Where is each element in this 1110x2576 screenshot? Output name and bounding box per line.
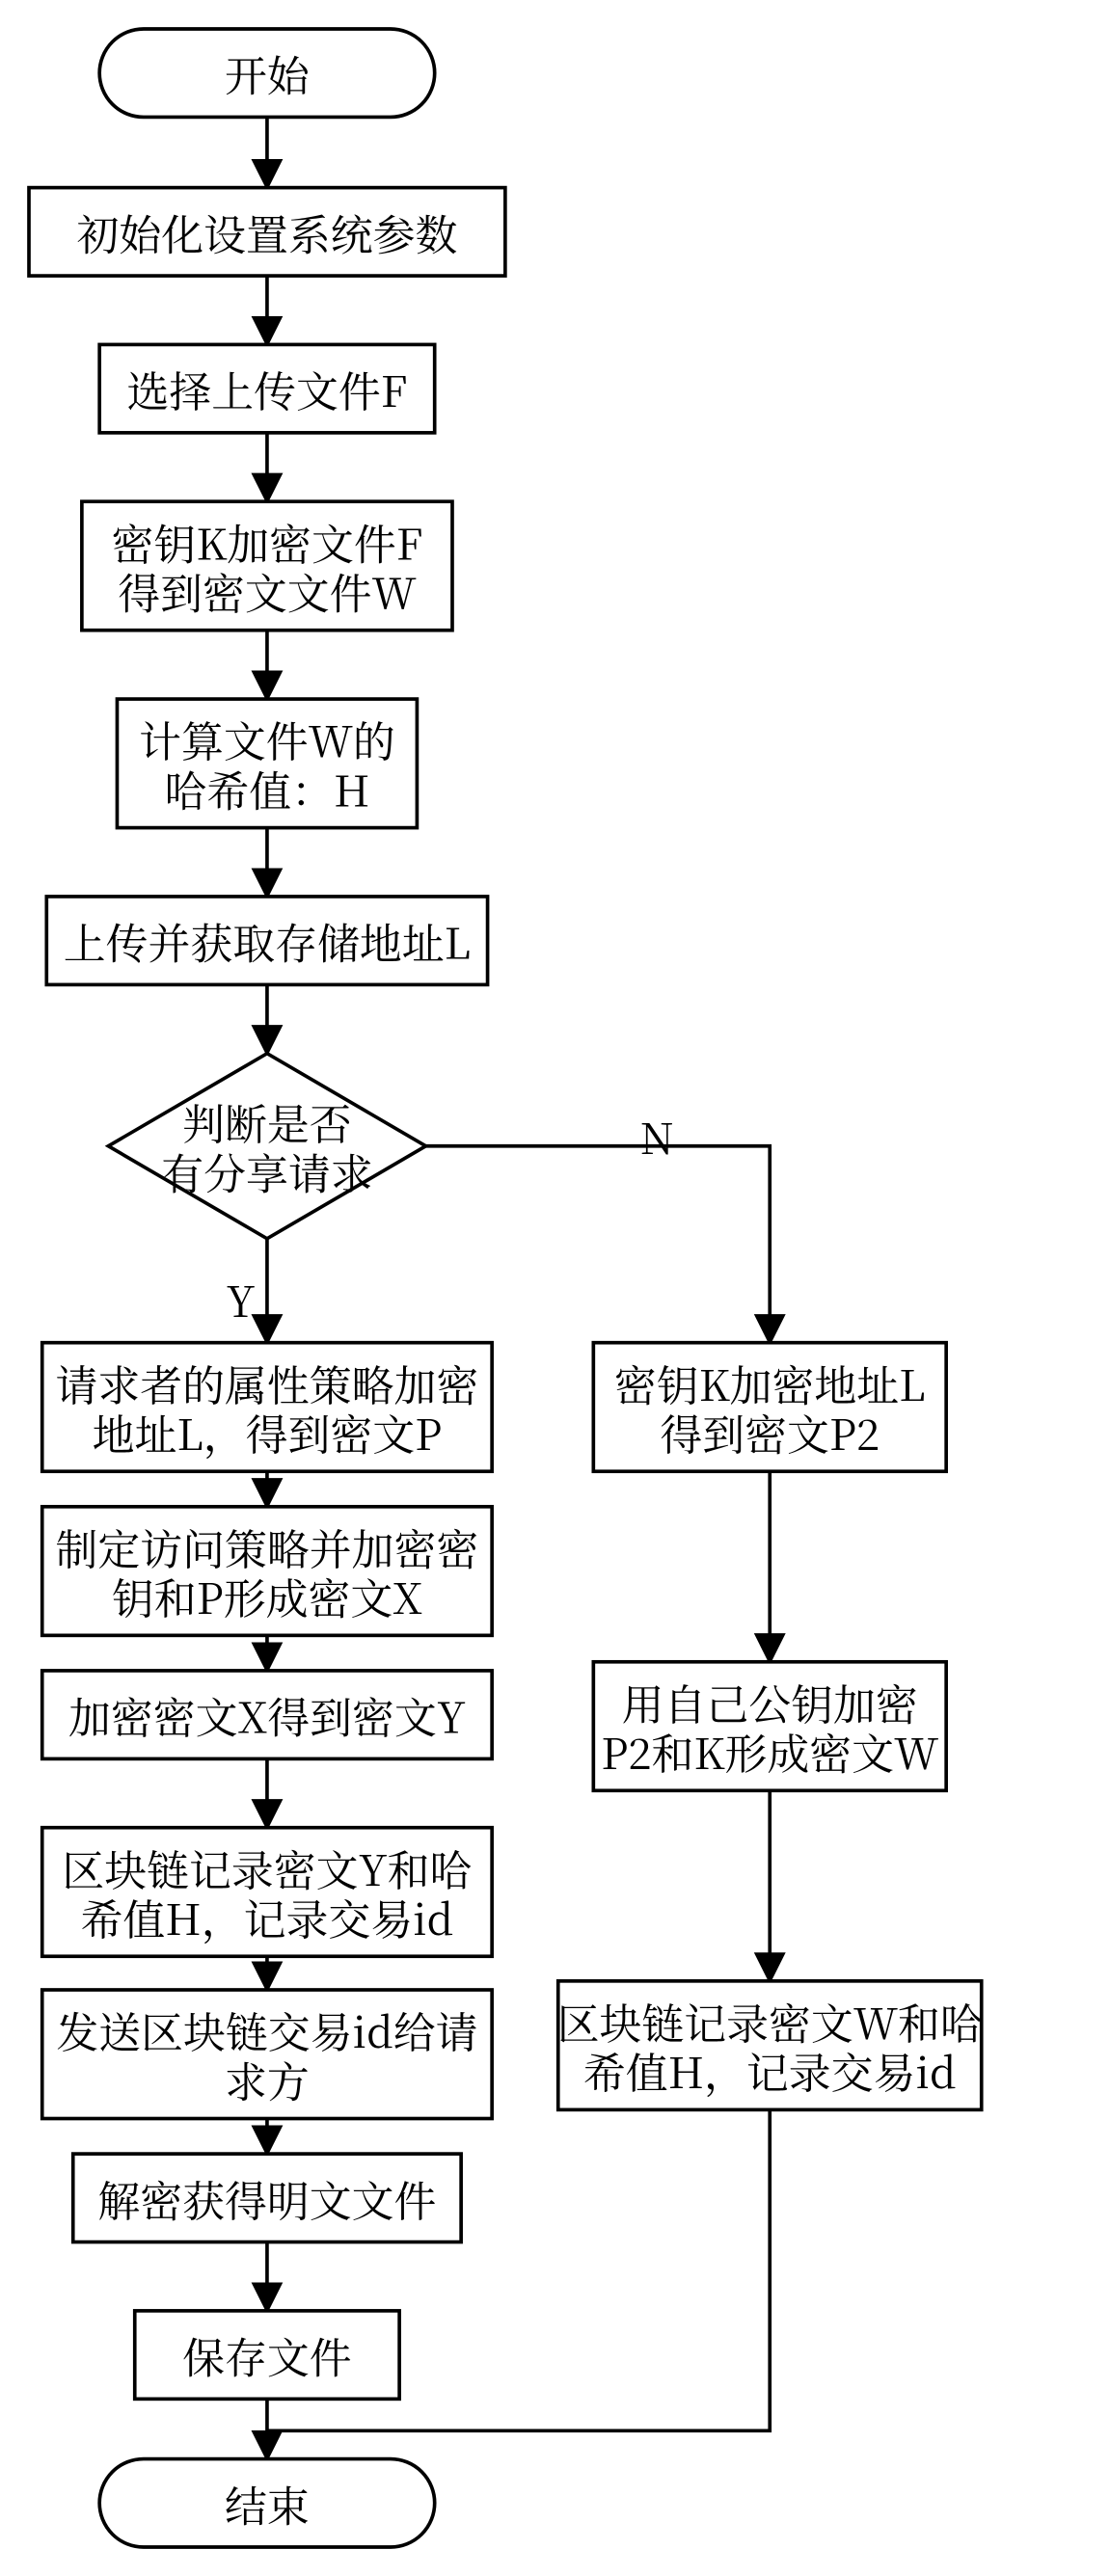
- node-y_chain: 区块链记录密文Y和哈希值H，记录交易id: [42, 1828, 492, 1957]
- node-y_encX: 加密密文X得到密文Y: [42, 1671, 492, 1758]
- svg-text:有分享请求: 有分享请求: [161, 1140, 372, 1201]
- svg-text:得到密文文件W: 得到密文文件W: [118, 560, 416, 622]
- node-y_attr: 请求者的属性策略加密地址L，得到密文P: [42, 1343, 492, 1472]
- flowchart-root: Y N 开始初始化设置系统参数选择上传文件F 密钥K加密文件F得到密文文件W 计算文件W…: [0, 0, 1110, 2576]
- svg-text:求方: 求方: [225, 2048, 310, 2109]
- svg-text:初始化设置系统参数: 初始化设置系统参数: [76, 201, 457, 262]
- svg-text:N: N: [640, 1105, 674, 1167]
- node-y_send: 发送区块链交易id给请求方: [42, 1990, 492, 2119]
- node-n_chain: 区块链记录密文W和哈希值H，记录交易id: [557, 1981, 983, 2110]
- node-n_encL: 密钥K加密地址L得到密文P2: [593, 1343, 946, 1472]
- node-init: 初始化设置系统参数: [29, 188, 505, 276]
- svg-text:上传并获取存储地址L: 上传并获取存储地址L: [64, 910, 471, 972]
- svg-text:结束: 结束: [225, 2472, 310, 2534]
- svg-text:希值H，记录交易id: 希值H，记录交易id: [583, 2039, 957, 2101]
- node-y_save: 保存文件: [135, 2311, 399, 2399]
- node-y_pol: 制定访问策略并加密密钥和P形成密文X: [42, 1507, 492, 1636]
- svg-text:P2和K形成密文W: P2和K形成密文W: [601, 1720, 938, 1782]
- svg-text:地址L，得到密文P: 地址L，得到密文P: [93, 1401, 443, 1462]
- node-y_dec: 解密获得明文文件: [73, 2154, 461, 2241]
- node-end: 结束: [99, 2459, 435, 2547]
- node-encF: 密钥K加密文件F得到密文文件W: [82, 501, 452, 631]
- svg-text:希值H，记录交易id: 希值H，记录交易id: [81, 1886, 454, 1947]
- svg-text:Y: Y: [226, 1268, 255, 1329]
- node-upload: 上传并获取存储地址L: [46, 897, 487, 984]
- svg-text:加密密文X得到密文Y: 加密密文X得到密文Y: [68, 1684, 466, 1746]
- node-select: 选择上传文件F: [99, 344, 435, 432]
- svg-text:选择上传文件F: 选择上传文件F: [127, 358, 408, 419]
- svg-text:哈希值：H: 哈希值：H: [164, 757, 369, 818]
- node-hash: 计算文件W的哈希值：H: [117, 699, 417, 828]
- node-n_pub: 用自己公钥加密P2和K形成密文W: [593, 1662, 946, 1791]
- node-start: 开始: [99, 29, 435, 117]
- svg-text:保存文件: 保存文件: [182, 2324, 352, 2386]
- svg-text:得到密文P2: 得到密文P2: [660, 1401, 880, 1462]
- svg-text:钥和P形成密文X: 钥和P形成密文X: [112, 1565, 422, 1626]
- svg-text:解密获得明文文件: 解密获得明文文件: [97, 2167, 436, 2229]
- svg-text:开始: 开始: [225, 42, 311, 104]
